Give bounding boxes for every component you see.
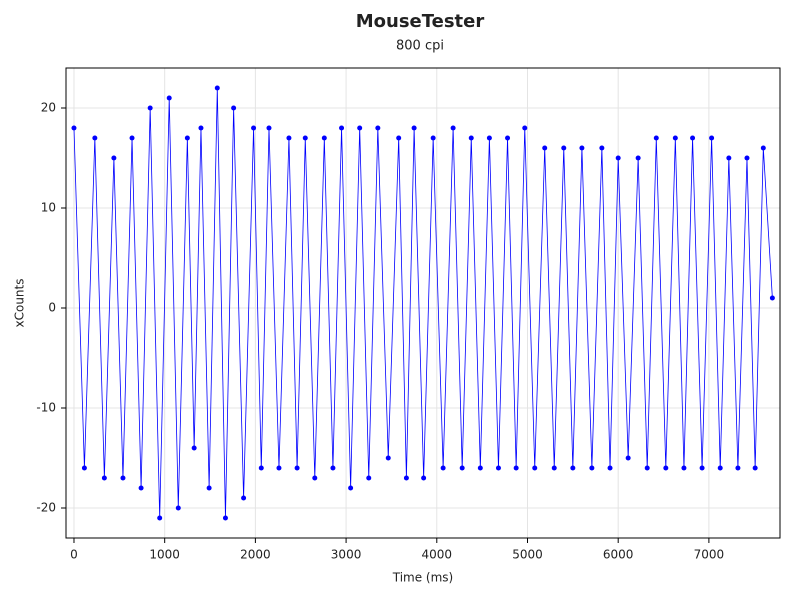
data-point bbox=[111, 155, 117, 161]
data-point bbox=[468, 135, 474, 141]
data-point bbox=[599, 145, 605, 151]
data-point bbox=[495, 465, 501, 471]
data-point bbox=[166, 95, 172, 101]
x-tick-label: 7000 bbox=[694, 548, 725, 562]
data-point bbox=[635, 155, 641, 161]
data-point bbox=[71, 125, 77, 131]
x-tick-label: 1000 bbox=[149, 548, 180, 562]
x-tick-label: 6000 bbox=[603, 548, 634, 562]
data-point bbox=[411, 125, 417, 131]
data-point bbox=[129, 135, 135, 141]
data-point bbox=[625, 455, 631, 461]
data-point bbox=[81, 465, 87, 471]
data-point bbox=[147, 105, 153, 111]
data-line bbox=[73, 87, 773, 519]
data-point bbox=[421, 475, 427, 481]
data-point bbox=[522, 125, 528, 131]
data-point bbox=[101, 475, 107, 481]
data-point bbox=[231, 105, 237, 111]
y-tick-label: -10 bbox=[36, 401, 56, 415]
data-point bbox=[214, 85, 220, 91]
y-tick-label: 20 bbox=[41, 101, 56, 115]
data-point bbox=[607, 465, 613, 471]
data-point bbox=[385, 455, 391, 461]
data-point bbox=[690, 135, 696, 141]
data-point bbox=[589, 465, 595, 471]
data-point bbox=[138, 485, 144, 491]
x-tick-label: 5000 bbox=[512, 548, 543, 562]
data-point bbox=[672, 135, 678, 141]
y-tick-label: 10 bbox=[41, 201, 56, 215]
data-point bbox=[752, 465, 758, 471]
data-point bbox=[241, 495, 247, 501]
data-point bbox=[191, 445, 197, 451]
data-point bbox=[375, 125, 381, 131]
data-point bbox=[276, 465, 282, 471]
data-point bbox=[396, 135, 402, 141]
x-tick-label: 0 bbox=[70, 548, 78, 562]
data-point bbox=[266, 125, 272, 131]
data-point bbox=[339, 125, 345, 131]
data-point bbox=[403, 475, 409, 481]
y-axis-label: xCounts bbox=[13, 279, 27, 328]
data-point bbox=[735, 465, 741, 471]
y-tick-label: -20 bbox=[36, 501, 56, 515]
plot-frame bbox=[65, 67, 781, 539]
data-point bbox=[760, 145, 766, 151]
data-point bbox=[579, 145, 585, 151]
data-point bbox=[157, 515, 163, 521]
data-point bbox=[321, 135, 327, 141]
data-point bbox=[366, 475, 372, 481]
data-point bbox=[561, 145, 567, 151]
data-point bbox=[206, 485, 212, 491]
data-point bbox=[486, 135, 492, 141]
data-point bbox=[744, 155, 750, 161]
data-point bbox=[120, 475, 126, 481]
data-point bbox=[450, 125, 456, 131]
data-point bbox=[615, 155, 621, 161]
data-point bbox=[477, 465, 483, 471]
x-axis-label: Time (ms) bbox=[392, 571, 454, 585]
data-point bbox=[330, 465, 336, 471]
data-point bbox=[769, 295, 775, 301]
x-tick-label: 3000 bbox=[331, 548, 362, 562]
data-point bbox=[258, 465, 264, 471]
data-point bbox=[726, 155, 732, 161]
data-point bbox=[92, 135, 98, 141]
data-point bbox=[348, 485, 354, 491]
data-point bbox=[699, 465, 705, 471]
data-point bbox=[542, 145, 548, 151]
data-point bbox=[570, 465, 576, 471]
y-tick-label: 0 bbox=[48, 301, 56, 315]
data-point bbox=[459, 465, 465, 471]
data-point bbox=[357, 125, 363, 131]
data-point bbox=[644, 465, 650, 471]
data-point bbox=[175, 505, 181, 511]
data-point bbox=[551, 465, 557, 471]
data-point bbox=[184, 135, 190, 141]
data-point bbox=[505, 135, 511, 141]
data-point bbox=[430, 135, 436, 141]
data-point bbox=[681, 465, 687, 471]
data-point bbox=[286, 135, 292, 141]
data-point bbox=[302, 135, 308, 141]
x-tick-label: 2000 bbox=[240, 548, 271, 562]
chart-title: MouseTester bbox=[356, 11, 485, 32]
data-point bbox=[717, 465, 723, 471]
data-point bbox=[663, 465, 669, 471]
chart-subtitle: 800 cpi bbox=[396, 39, 444, 54]
data-point bbox=[251, 125, 257, 131]
data-point bbox=[198, 125, 204, 131]
data-point bbox=[440, 465, 446, 471]
data-point bbox=[653, 135, 659, 141]
x-tick-label: 4000 bbox=[422, 548, 453, 562]
data-point bbox=[532, 465, 538, 471]
data-point bbox=[312, 475, 318, 481]
data-point bbox=[222, 515, 228, 521]
data-point bbox=[513, 465, 519, 471]
data-point bbox=[709, 135, 715, 141]
data-point bbox=[294, 465, 300, 471]
